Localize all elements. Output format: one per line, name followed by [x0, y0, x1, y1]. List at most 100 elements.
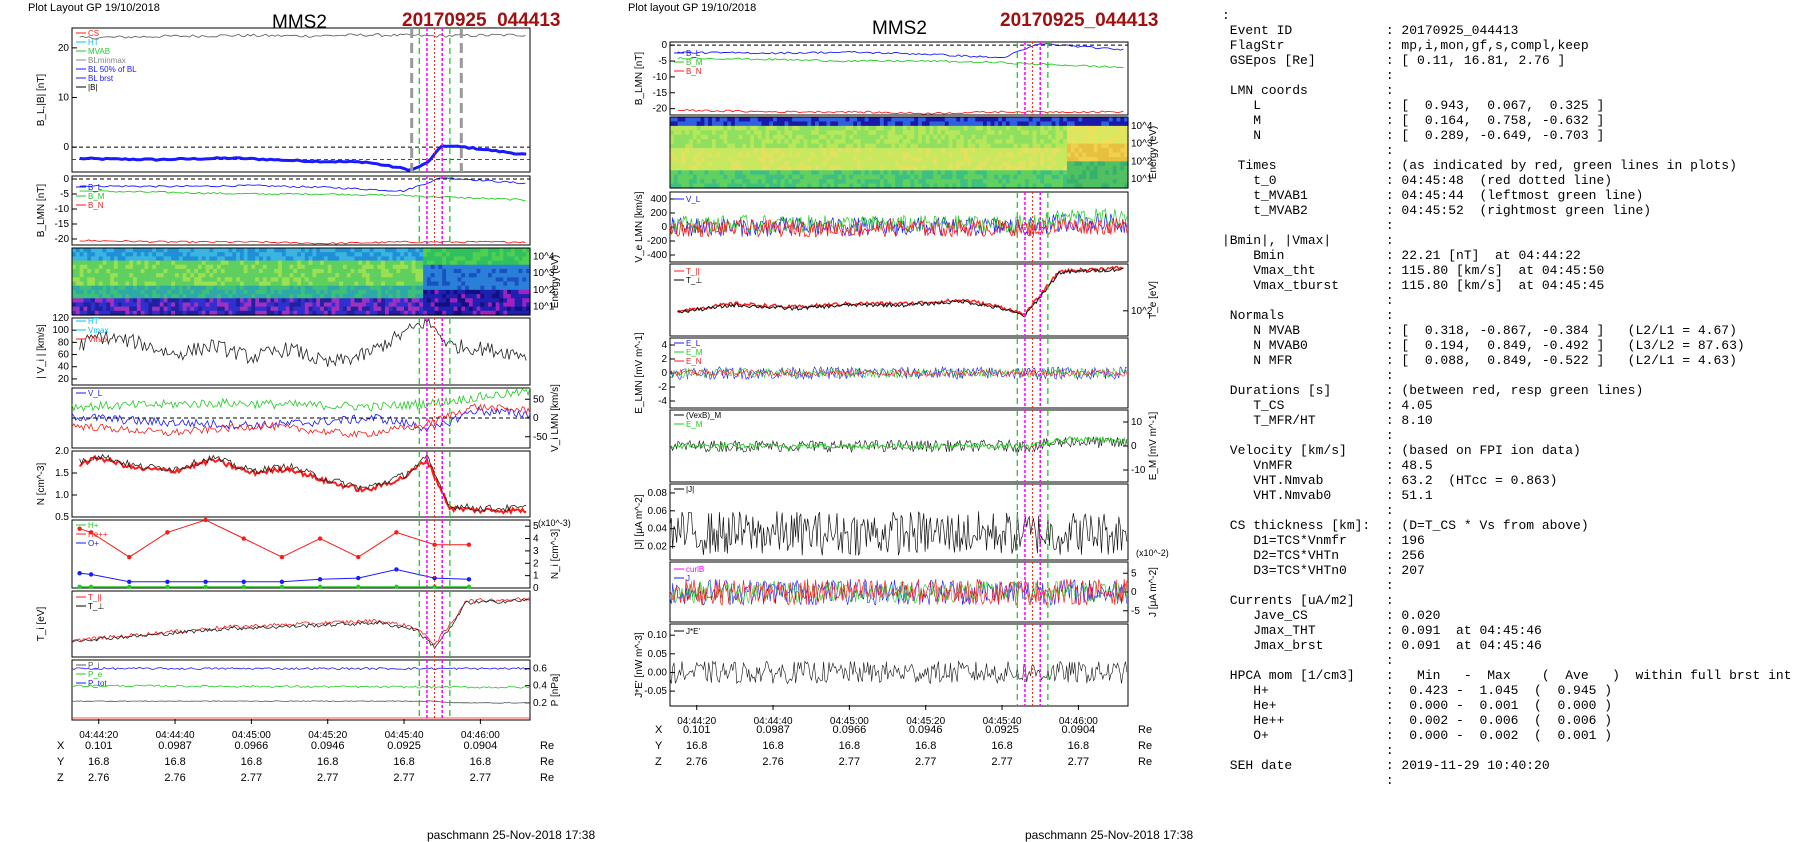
spectrogram-cell [723, 139, 728, 145]
spectrogram-cell [167, 273, 172, 278]
spectrogram-cell [217, 285, 222, 291]
spectrogram-cell [285, 264, 291, 270]
spectrogram-cell [727, 139, 732, 145]
spectrogram-cell [1051, 170, 1057, 176]
spectrogram-cell [685, 179, 690, 185]
spectrogram-cell [346, 281, 352, 287]
spectrogram-cell [948, 148, 954, 154]
spectrogram-cell [811, 156, 816, 162]
spectrogram-cell [734, 183, 740, 189]
spectrogram-cell [342, 294, 348, 299]
spectrogram-cell [289, 277, 294, 283]
spectrogram-cell [1089, 125, 1095, 131]
spectrogram-cell [495, 298, 501, 304]
ephemeris-value: 0.0987 [158, 740, 192, 752]
spectrogram-cell [228, 294, 233, 299]
spectrogram-cell [769, 121, 774, 127]
spectrogram-cell [1097, 161, 1102, 167]
spectrogram-cell [952, 156, 957, 162]
spectrogram-cell [837, 183, 843, 189]
spectrogram-cell [331, 281, 336, 287]
spectrogram-cell [91, 306, 96, 312]
spectrogram-cell [514, 294, 520, 299]
spectrogram-cell [921, 117, 927, 123]
spectrogram-cell [83, 256, 88, 262]
spectrogram-cell [723, 121, 728, 127]
spectrogram-cell [133, 248, 138, 253]
spectrogram-cell [910, 174, 915, 180]
right-ephemeris-table: X 0.101 0.0987 0.0966 0.0946 0.0925 0.0904 Re Y 1… [600, 724, 1200, 800]
spectrogram-cell [845, 170, 850, 176]
spectrogram-cell [293, 294, 298, 299]
spectrogram-cell [899, 156, 904, 162]
spectrogram-cell [918, 143, 923, 149]
spectrogram-cell [423, 268, 428, 274]
spectrogram-cell [815, 183, 820, 189]
spectrogram-cell [396, 264, 401, 270]
y-axis-label: Energy (eV) [550, 255, 561, 308]
spectrogram-cell [369, 264, 375, 270]
spectrogram-cell [369, 281, 375, 287]
spectrogram-cell [1124, 134, 1129, 140]
spectrogram-cell [746, 148, 751, 154]
spectrogram-cell [133, 273, 138, 278]
legend-entry: BL brst [88, 74, 114, 83]
spectrogram-cell [316, 289, 321, 295]
spectrogram-cell [780, 161, 786, 167]
spectrogram-cell [921, 143, 927, 149]
spectrogram-cell [990, 174, 996, 180]
spectrogram-cell [457, 252, 462, 257]
spectrogram-cell [419, 260, 424, 266]
spectrogram-cell [937, 130, 942, 136]
info-line: : [1222, 428, 1394, 443]
spectrogram-cell [940, 152, 946, 158]
spectrogram-cell [879, 134, 885, 140]
spectrogram-cell [677, 165, 683, 171]
spectrogram-cell [864, 152, 870, 158]
spectrogram-cell [98, 302, 104, 308]
spectrogram-cell [220, 277, 226, 283]
spectrogram-cell [990, 130, 996, 136]
spectrogram-cell [259, 294, 264, 299]
spectrogram-cell [776, 134, 782, 140]
info-line: D1=TCS*Vnmfr : 196 [1222, 533, 1425, 548]
spectrogram-cell [807, 121, 812, 127]
spectrogram-cell [1082, 179, 1087, 185]
spectrogram-cell [727, 143, 732, 149]
spectrogram-cell [1070, 125, 1076, 131]
spectrogram-cell [495, 277, 501, 283]
spectrogram-cell [362, 256, 367, 262]
spectrogram-cell [1044, 165, 1049, 171]
spectrogram-cell [155, 256, 161, 262]
spectrogram-cell [312, 260, 317, 266]
spectrogram-cell [1116, 165, 1121, 171]
spectrogram-cell [514, 289, 520, 295]
spectrogram-cell [857, 117, 862, 123]
spectrogram-cell [289, 302, 294, 308]
spectrogram-cell [986, 134, 992, 140]
spectrogram-cell [1017, 139, 1022, 145]
spectrogram-cell [102, 256, 107, 262]
spectrogram-cell [845, 161, 850, 167]
spectrogram-cell [335, 302, 340, 308]
spectrogram-cell [312, 298, 317, 304]
spectrogram-cell [453, 302, 459, 308]
spectrogram-cell [1120, 179, 1125, 185]
spectrogram-cell [365, 273, 371, 278]
spectrogram-cell [262, 264, 268, 270]
spectrogram-cell [723, 183, 728, 189]
spectrogram-cell [255, 298, 260, 304]
spectrogram-cell [480, 302, 485, 308]
spectrogram-cell [1120, 139, 1125, 145]
spectrogram-cell [392, 306, 398, 312]
spectrogram-cell [967, 165, 973, 171]
spectrogram-cell [297, 277, 302, 283]
spectrogram-cell [446, 256, 451, 262]
spectrogram-cell [472, 306, 478, 312]
spectrogram-cell [731, 134, 736, 140]
spectrogram-cell [75, 285, 81, 291]
spectrogram-cell [503, 298, 508, 304]
spectrogram-cell [507, 264, 512, 270]
spectrogram-cell [434, 310, 439, 316]
spectrogram-cell [350, 285, 356, 291]
